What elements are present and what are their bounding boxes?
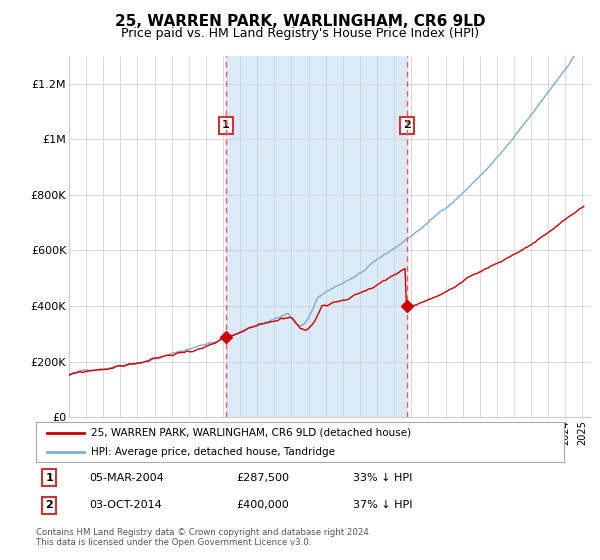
- Text: 2: 2: [403, 120, 411, 130]
- Text: 1: 1: [222, 120, 230, 130]
- Text: £287,500: £287,500: [236, 473, 290, 483]
- Text: 05-MAR-2004: 05-MAR-2004: [89, 473, 164, 483]
- Text: 25, WARREN PARK, WARLINGHAM, CR6 9LD (detached house): 25, WARREN PARK, WARLINGHAM, CR6 9LD (de…: [91, 428, 412, 438]
- Text: £400,000: £400,000: [236, 501, 289, 511]
- Text: 25, WARREN PARK, WARLINGHAM, CR6 9LD: 25, WARREN PARK, WARLINGHAM, CR6 9LD: [115, 14, 485, 29]
- Text: 1: 1: [46, 473, 53, 483]
- Text: 33% ↓ HPI: 33% ↓ HPI: [353, 473, 412, 483]
- Text: 03-OCT-2014: 03-OCT-2014: [89, 501, 161, 511]
- Text: 37% ↓ HPI: 37% ↓ HPI: [353, 501, 412, 511]
- Text: Price paid vs. HM Land Registry's House Price Index (HPI): Price paid vs. HM Land Registry's House …: [121, 27, 479, 40]
- Text: Contains HM Land Registry data © Crown copyright and database right 2024.
This d: Contains HM Land Registry data © Crown c…: [36, 528, 371, 547]
- Text: HPI: Average price, detached house, Tandridge: HPI: Average price, detached house, Tand…: [91, 447, 335, 457]
- Text: 2: 2: [46, 501, 53, 511]
- Bar: [226, 56, 407, 417]
